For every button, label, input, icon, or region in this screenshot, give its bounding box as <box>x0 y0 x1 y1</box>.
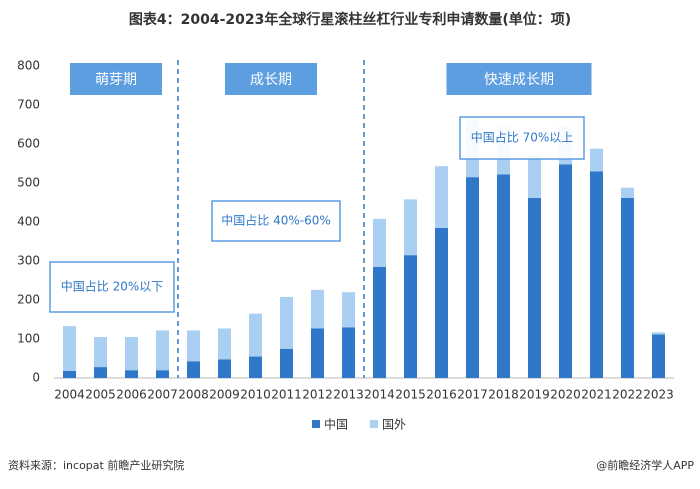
legend-swatch <box>370 420 378 428</box>
phase-box <box>70 63 162 95</box>
bar <box>218 359 231 378</box>
x-tick-label: 2016 <box>426 388 457 402</box>
x-tick-label: 2005 <box>85 388 116 402</box>
bar <box>342 327 355 378</box>
bar <box>311 289 324 329</box>
bar <box>187 330 200 362</box>
x-tick-label: 2022 <box>612 388 643 402</box>
bar <box>249 313 262 357</box>
bar <box>280 348 293 378</box>
legend-label: 中国 <box>324 417 348 432</box>
bar <box>94 337 107 368</box>
x-tick-label: 2018 <box>488 388 519 402</box>
note-label: 中国占比 20%以下 <box>61 279 164 294</box>
y-tick-label: 800 <box>17 59 40 73</box>
bar <box>156 370 169 378</box>
x-tick-label: 2017 <box>457 388 488 402</box>
phase-label: 成长期 <box>250 72 292 88</box>
phase-label: 快速成长期 <box>484 72 554 88</box>
y-tick-label: 200 <box>17 293 40 307</box>
x-tick-label: 2007 <box>147 388 178 402</box>
x-tick-label: 2006 <box>116 388 147 402</box>
bar <box>621 197 634 378</box>
bar <box>280 296 293 349</box>
y-tick-label: 100 <box>17 332 40 346</box>
credit: @前瞻经济学人APP <box>596 458 694 472</box>
x-tick-label: 2019 <box>519 388 550 402</box>
x-tick-label: 2010 <box>240 388 271 402</box>
bar <box>404 199 417 256</box>
phase-box <box>446 63 592 95</box>
x-tick-label: 2012 <box>302 388 333 402</box>
legend-label: 国外 <box>382 418 406 432</box>
bar <box>528 155 541 198</box>
bar <box>63 370 76 378</box>
bar <box>559 164 572 378</box>
bar <box>63 326 76 371</box>
bar <box>311 328 324 378</box>
y-tick-label: 500 <box>17 176 40 190</box>
bar <box>373 218 386 267</box>
bar <box>497 174 510 378</box>
y-tick-label: 0 <box>32 371 40 385</box>
bar <box>125 337 138 371</box>
y-tick-label: 400 <box>17 215 40 229</box>
x-tick-label: 2015 <box>395 388 426 402</box>
bar <box>94 367 107 378</box>
bar <box>404 255 417 378</box>
note-label: 中国占比 40%-60% <box>221 213 331 228</box>
phase-box <box>225 63 317 95</box>
bar <box>187 361 200 378</box>
source: 资料来源：incopat 前瞻产业研究院 <box>8 458 184 472</box>
phase-label: 萌芽期 <box>95 72 137 88</box>
bar <box>125 370 138 378</box>
note-box <box>49 261 175 313</box>
x-tick-label: 2020 <box>550 388 581 402</box>
bar <box>652 332 665 335</box>
bar <box>466 177 479 378</box>
x-tick-label: 2011 <box>271 388 302 402</box>
y-tick-label: 700 <box>17 98 40 112</box>
x-tick-label: 2009 <box>209 388 240 402</box>
bar <box>528 197 541 378</box>
bar <box>218 328 231 360</box>
bar <box>652 334 665 378</box>
x-tick-label: 2013 <box>333 388 364 402</box>
bar <box>342 292 355 328</box>
note-box <box>211 200 341 242</box>
x-tick-label: 2014 <box>364 388 395 402</box>
note-label: 中国占比 70%以上 <box>471 130 574 145</box>
x-tick-label: 2021 <box>581 388 612 402</box>
bar <box>156 330 169 371</box>
x-tick-label: 2004 <box>54 388 85 402</box>
y-tick-label: 600 <box>17 137 40 151</box>
bar <box>249 356 262 378</box>
bar <box>590 148 603 172</box>
x-tick-label: 2008 <box>178 388 209 402</box>
bar <box>373 266 386 378</box>
bar <box>435 166 448 228</box>
bar <box>590 171 603 378</box>
bar <box>621 187 634 198</box>
bar <box>435 227 448 378</box>
legend-swatch <box>312 420 320 428</box>
x-tick-label: 2023 <box>643 388 674 402</box>
chart-title: 图表4：2004-2023年全球行星滚柱丝杠行业专利申请数量(单位：项) <box>129 11 571 28</box>
note-box <box>459 116 585 160</box>
y-tick-label: 300 <box>17 254 40 268</box>
